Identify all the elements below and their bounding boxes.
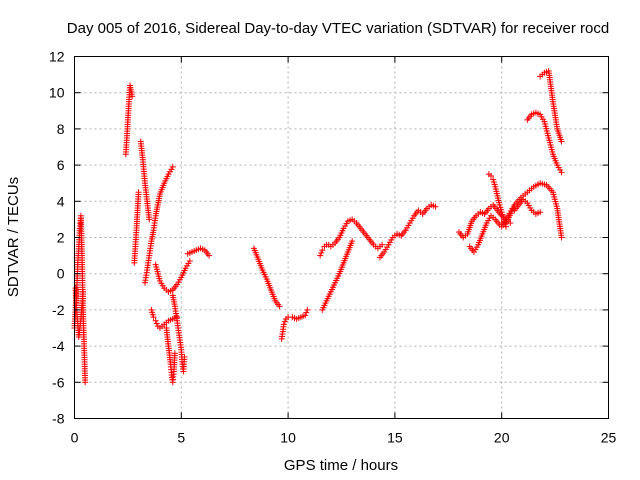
data-point — [152, 317, 159, 324]
y-tick-label: 12 — [49, 49, 65, 65]
data-point — [318, 249, 325, 256]
data-point — [488, 172, 495, 179]
data-point — [169, 163, 176, 170]
data-point — [537, 209, 544, 216]
data-point — [349, 238, 356, 245]
x-tick-label: 15 — [387, 430, 403, 446]
data-point — [276, 303, 283, 310]
data-point — [82, 379, 89, 386]
y-tick-label: -6 — [52, 374, 65, 390]
data-point — [171, 350, 178, 357]
data-point — [302, 312, 309, 319]
data-point — [317, 252, 324, 259]
y-tick-label: -2 — [52, 302, 65, 318]
y-tick-label: 0 — [57, 266, 65, 282]
x-tick-label: 20 — [494, 430, 510, 446]
data-point — [186, 258, 193, 265]
x-tick-label: 10 — [280, 430, 296, 446]
data-point — [558, 138, 565, 145]
y-tick-label: 6 — [57, 157, 65, 173]
data-point — [304, 306, 311, 313]
x-tick-label: 25 — [601, 430, 617, 446]
data-point — [135, 189, 142, 196]
data-point — [379, 241, 386, 248]
data-series — [71, 67, 565, 386]
x-tick-label: 0 — [71, 430, 79, 446]
data-point — [558, 234, 565, 241]
y-tick-label: -4 — [52, 338, 65, 354]
data-point — [153, 320, 160, 327]
y-tick-label: 8 — [57, 121, 65, 137]
y-axis-label: SDTVAR / TECUs — [5, 177, 22, 297]
data-point — [281, 318, 288, 325]
x-tick-label: 5 — [177, 430, 185, 446]
data-point — [129, 93, 136, 100]
y-tick-label: 10 — [49, 85, 65, 101]
axis-ticks: 0 5 10 15 20 25 -8 -6 -4 -2 0 2 4 6 8 10 12 — [49, 49, 617, 446]
chart-title: Day 005 of 2016, Sidereal Day-to-day VTE… — [67, 20, 609, 37]
y-tick-label: 2 — [57, 230, 65, 246]
data-point — [80, 288, 87, 295]
data-point — [206, 252, 213, 259]
data-point — [150, 314, 157, 321]
data-point — [432, 203, 439, 210]
data-point — [146, 216, 153, 223]
y-tick-label: -8 — [52, 411, 65, 427]
data-point — [280, 321, 287, 328]
y-tick-label: 4 — [57, 193, 65, 209]
data-point — [319, 247, 326, 254]
data-point — [303, 309, 310, 316]
data-point — [507, 220, 514, 227]
data-point — [181, 353, 188, 360]
x-axis-label: GPS time / hours — [284, 457, 398, 474]
data-point — [558, 169, 565, 176]
